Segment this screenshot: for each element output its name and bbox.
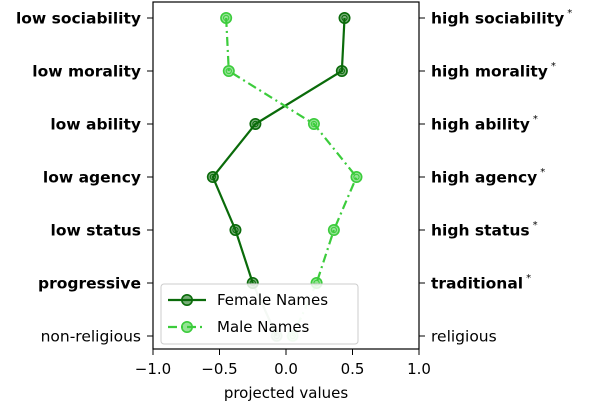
right-row-label: high agency [431, 169, 537, 187]
right-row-label: traditional [431, 275, 523, 293]
data-point-inner [338, 67, 345, 75]
significance-star: * [551, 61, 556, 72]
data-point [222, 65, 235, 78]
data-point-inner [223, 14, 230, 22]
x-tick-label: −0.5 [201, 360, 237, 378]
data-point-inner [252, 120, 259, 128]
data-point [335, 65, 348, 78]
right-row-label: high morality [431, 63, 548, 81]
significance-star: * [533, 114, 538, 125]
x-ticks: −1.0 −0.5 0.0 0.5 1.0 [135, 349, 431, 378]
data-point [307, 118, 320, 131]
data-point [229, 224, 242, 237]
significance-star: * [567, 8, 572, 19]
right-row-label: religious [431, 328, 497, 346]
data-point-inner [310, 120, 318, 128]
right-row-label: high status [431, 222, 530, 240]
data-point-inner [232, 226, 239, 234]
left-row-label: low sociability [16, 10, 141, 28]
left-labels: low sociability low morality low ability lo… [16, 10, 153, 346]
data-point [350, 171, 363, 184]
significance-star: * [533, 220, 538, 231]
data-point [249, 118, 262, 131]
data-point [327, 224, 340, 237]
legend-marker [181, 320, 194, 333]
right-row-label: high ability [431, 116, 530, 134]
data-point-inner [341, 14, 348, 22]
legend-box [160, 283, 359, 345]
data-point [338, 12, 351, 24]
legend-marker [181, 293, 194, 306]
x-tick-label: 1.0 [407, 360, 431, 378]
series-line-1 [225, 17, 358, 284]
data-point [206, 171, 219, 184]
left-row-label: non-religious [41, 328, 141, 346]
x-tick-label: 0.5 [341, 360, 365, 378]
right-labels: high sociability *high morality *high abil… [419, 8, 572, 346]
left-row-label: low status [51, 222, 141, 240]
x-tick-label: −1.0 [135, 360, 171, 378]
data-point [220, 12, 233, 24]
x-axis-label: projected values [224, 384, 349, 402]
legend-label: Female Names [217, 291, 328, 309]
left-row-label: low ability [50, 116, 141, 134]
significance-star: * [540, 167, 545, 178]
left-row-label: progressive [38, 275, 141, 293]
data-point-inner [353, 173, 360, 181]
series-line-0 [211, 17, 346, 284]
left-row-label: low morality [32, 63, 141, 81]
legend: Female Names Male Names [160, 283, 359, 345]
data-point-inner [330, 226, 337, 234]
right-row-label: high sociability [431, 10, 564, 28]
x-tick-label: 0.0 [274, 360, 298, 378]
significance-star: * [526, 273, 531, 284]
data-point-inner [209, 173, 216, 181]
data-point-inner [225, 67, 232, 75]
left-row-label: low agency [43, 169, 141, 187]
legend-label: Male Names [217, 318, 310, 336]
